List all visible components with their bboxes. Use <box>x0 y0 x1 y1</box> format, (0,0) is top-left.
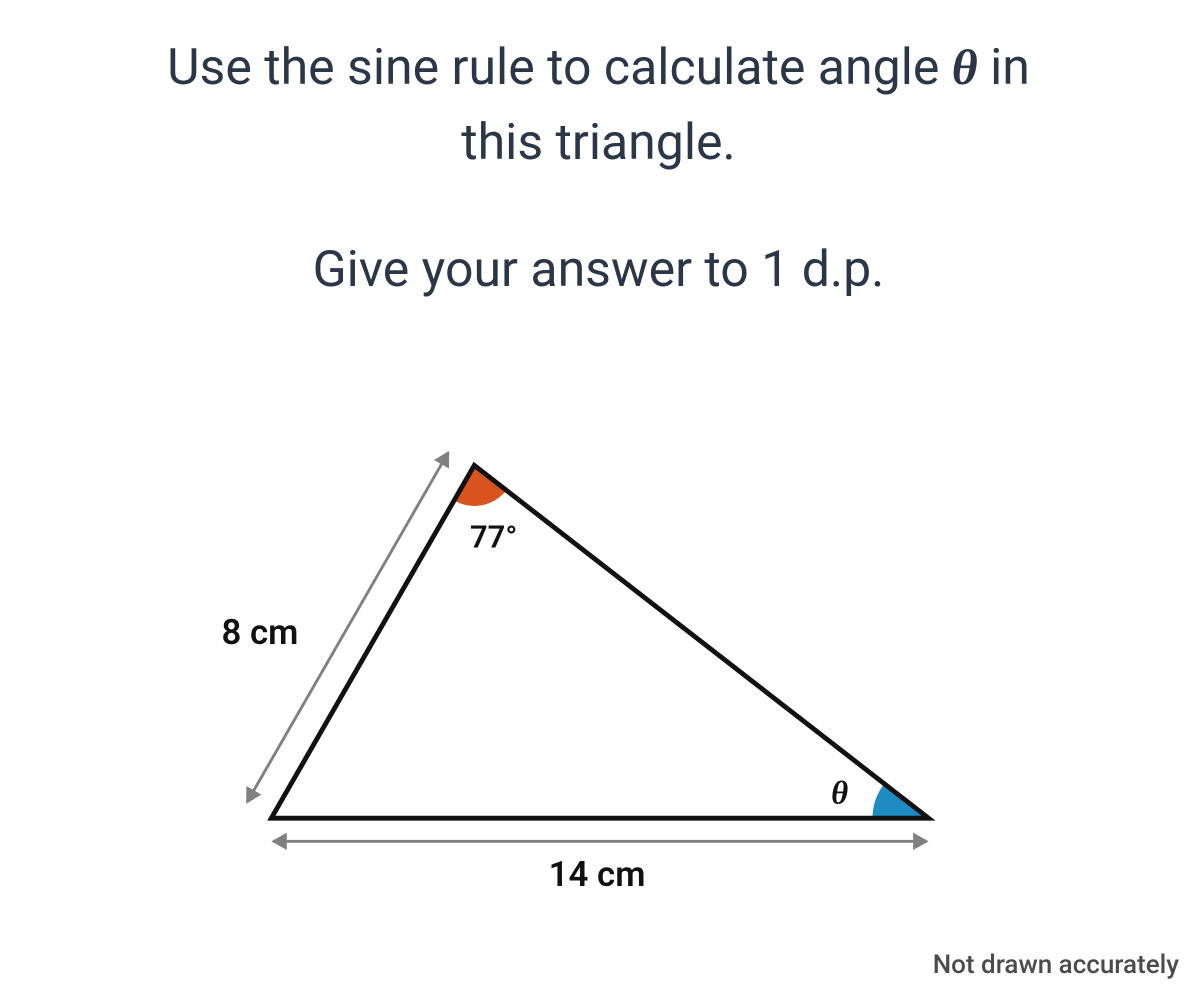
not-drawn-accurately-caption: Not drawn accurately <box>933 950 1179 980</box>
triangle-diagram: 77° θ 8 cm 14 cm <box>20 369 1177 929</box>
question-line-1-pre: Use the sine rule to calculate angle <box>167 39 952 97</box>
page-container: Use the sine rule to calculate angle θ i… <box>0 0 1197 1004</box>
question-line-1-post: in <box>978 39 1030 97</box>
question-text: Use the sine rule to calculate angle θ i… <box>20 30 1177 181</box>
triangle-outline <box>271 465 928 818</box>
side-left-label: 8 cm <box>222 613 299 653</box>
angle-top-label: 77° <box>470 519 517 556</box>
question-line-1: Use the sine rule to calculate angle θ i… <box>20 30 1177 106</box>
side-bottom-label: 14 cm <box>549 855 646 895</box>
question-line-2: this triangle. <box>20 106 1177 181</box>
instruction-text: Give your answer to 1 d.p. <box>20 241 1177 299</box>
figure-wrap: 77° θ 8 cm 14 cm <box>20 369 1177 929</box>
measure-bottom-arrow <box>271 833 928 850</box>
question-theta-symbol: θ <box>952 39 978 95</box>
angle-right-label: θ <box>831 776 848 812</box>
